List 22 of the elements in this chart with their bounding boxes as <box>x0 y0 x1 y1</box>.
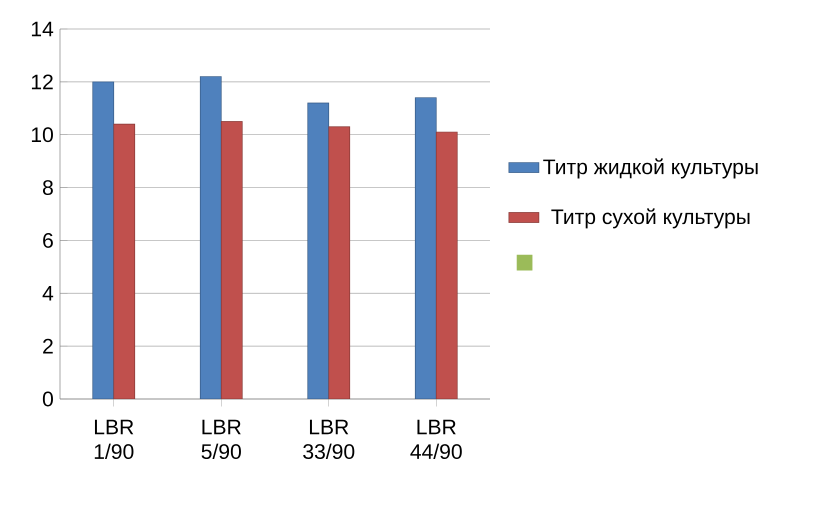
y-tick-label: 0 <box>42 392 53 406</box>
x-tick-label: LBR 33/90 <box>303 420 354 460</box>
bar <box>436 132 458 399</box>
bar <box>113 124 136 399</box>
x-tick-label: LBR 1/90 <box>94 420 134 460</box>
bar <box>307 102 330 399</box>
legend-label: Титр сухой культуры <box>551 208 750 228</box>
y-tick-label: 2 <box>43 338 53 354</box>
x-tick-label: LBR 44/90 <box>410 420 462 460</box>
y-tick-label: 6 <box>43 232 53 248</box>
legend-label: Титр жидкой культуры <box>543 158 758 178</box>
y-tick-label: 10 <box>32 127 53 142</box>
y-tick-label: 8 <box>42 180 53 196</box>
y-tick-label: 4 <box>42 286 54 301</box>
bar <box>92 81 114 399</box>
bar <box>328 126 350 399</box>
bar <box>200 76 222 399</box>
bar <box>414 97 437 399</box>
y-tick-label: 12 <box>32 74 53 90</box>
bar <box>220 121 243 399</box>
x-tick-label: LBR 5/90 <box>202 420 241 460</box>
y-tick-label: 14 <box>32 22 54 36</box>
